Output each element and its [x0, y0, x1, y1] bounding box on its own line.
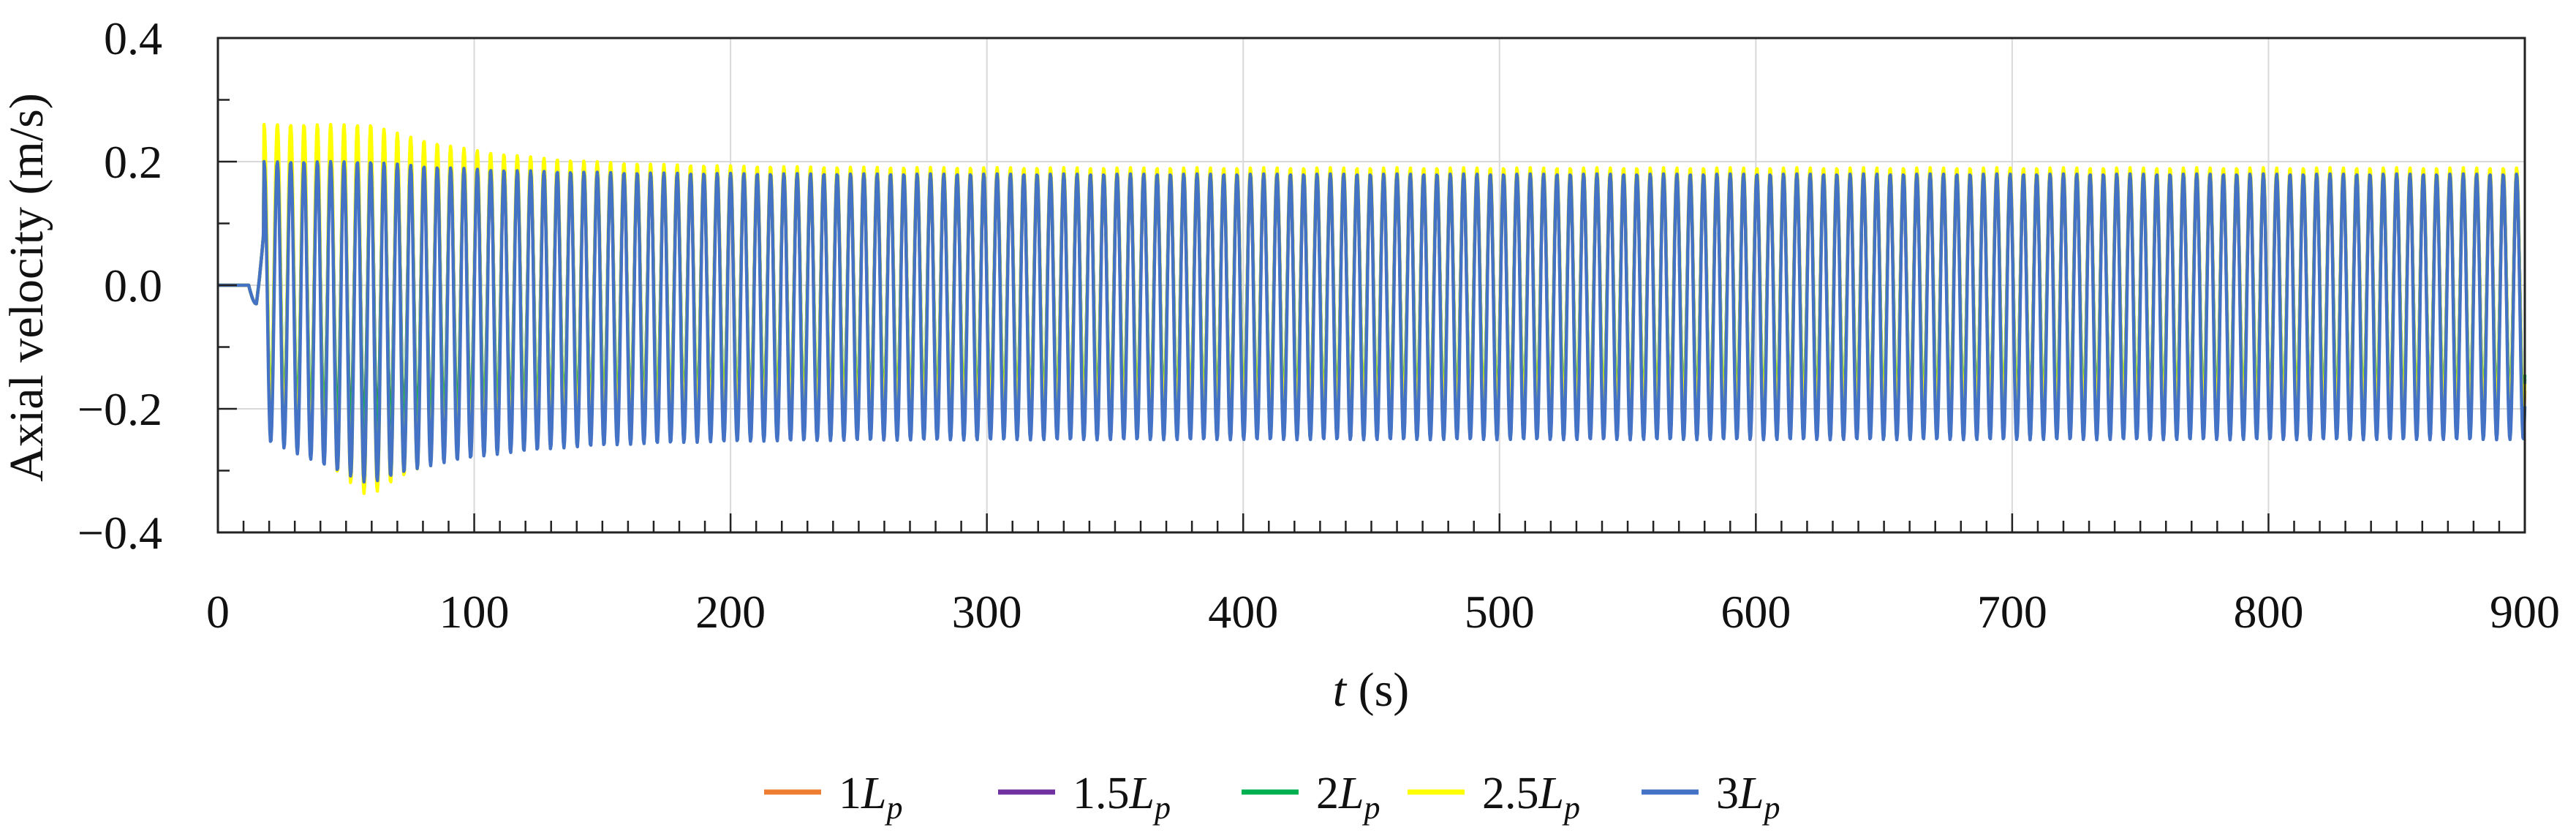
x-tick-label: 0 [206, 586, 230, 638]
legend-label: 3Lp [1716, 769, 1780, 826]
y-tick-label: −0.4 [78, 507, 162, 559]
x-tick-label: 500 [1465, 586, 1535, 638]
y-tick-label: 0.0 [104, 260, 162, 312]
legend-label: 1Lp [839, 769, 902, 826]
y-tick-labels: −0.4 −0.2 0.0 0.2 0.4 [78, 12, 162, 559]
legend-label: 2Lp [1316, 769, 1380, 826]
x-axis-variable: t [1333, 663, 1348, 717]
x-tick-label: 600 [1721, 586, 1791, 638]
x-tick-label: 700 [1977, 586, 2047, 638]
legend-item-1.5Lp: 1.5Lp [998, 769, 1171, 826]
axis-ticks [216, 37, 2526, 534]
legend-item-3Lp: 3Lp [1642, 769, 1780, 826]
x-tick-label: 900 [2490, 586, 2560, 638]
x-tick-label: 400 [1208, 586, 1278, 638]
x-tick-label: 800 [2233, 586, 2303, 638]
legend-item-2.5Lp: 2.5Lp [1408, 769, 1580, 826]
series-line-3Lp [216, 159, 2527, 484]
x-tick-label: 200 [695, 586, 766, 638]
y-axis-title: Axial velocity (m/s) [0, 93, 53, 482]
x-axis-title: t (s) [1333, 663, 1410, 717]
legend-label: 2.5Lp [1482, 769, 1580, 826]
legend-item-1Lp: 1Lp [764, 769, 902, 826]
x-tick-label: 300 [952, 586, 1022, 638]
x-tick-labels: 0 100 200 300 400 500 600 700 800 900 [206, 586, 2560, 638]
legend-label: 1.5Lp [1073, 769, 1171, 826]
y-tick-label: −0.2 [78, 383, 162, 435]
series-layer [216, 123, 2527, 495]
legend-item-2Lp: 2Lp [1242, 769, 1380, 826]
x-tick-label: 100 [439, 586, 510, 638]
x-axis-unit: (s) [1346, 663, 1409, 717]
y-tick-label: 0.4 [104, 12, 162, 64]
y-tick-label: 0.2 [104, 136, 162, 188]
legend: 1Lp 1.5Lp 2Lp 2.5Lp 3Lp [764, 769, 1780, 826]
